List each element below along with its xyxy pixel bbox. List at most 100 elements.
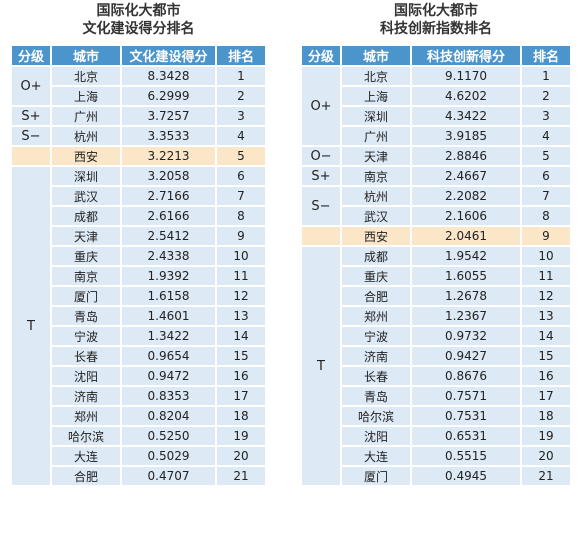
score-cell: 2.1606 xyxy=(410,205,522,227)
city-cell: 宁波 xyxy=(340,325,412,347)
city-cell: 上海 xyxy=(340,85,412,107)
score-cell: 2.6166 xyxy=(120,205,217,227)
grade-cell xyxy=(300,225,342,247)
data-row: O+ 北京 8.3428 1 xyxy=(10,65,267,107)
rank-cell: 7 xyxy=(215,185,267,207)
data-row: 宁波 0.9732 14 xyxy=(301,325,572,347)
rank-cell: 4 xyxy=(520,125,572,147)
title-line: 国际化大都市 xyxy=(96,3,181,19)
grade-cell: S− xyxy=(10,125,52,147)
city-cell: 北京 xyxy=(50,65,122,87)
data-row: 重庆 1.6055 11 xyxy=(301,265,572,287)
rank-cell: 7 xyxy=(520,185,572,207)
rank-cell: 5 xyxy=(520,145,572,167)
city-cell: 大连 xyxy=(50,445,122,467)
score-cell: 8.3428 xyxy=(120,65,217,87)
rank-cell: 6 xyxy=(520,165,572,187)
data-row: 深圳 4.3422 3 xyxy=(301,105,572,127)
score-cell: 0.8676 xyxy=(410,365,522,387)
header-cell: 文化建设得分 xyxy=(120,44,217,67)
city-cell: 重庆 xyxy=(340,265,412,287)
city-cell: 青岛 xyxy=(340,385,412,407)
city-cell: 武汉 xyxy=(50,185,122,207)
city-cell: 长春 xyxy=(50,345,122,367)
table-block: 国际化大都市 文化建设得分排名 分级 城市 文化建设得分 排名 O+ 北京 8.3428 1 上海 6… xyxy=(10,2,267,487)
city-cell: 合肥 xyxy=(340,285,412,307)
data-row: 济南 0.9427 15 xyxy=(301,345,572,367)
data-row: T 深圳 3.2058 6 xyxy=(10,165,267,487)
score-cell: 1.2678 xyxy=(410,285,522,307)
rank-cell: 4 xyxy=(215,125,267,147)
rank-cell: 18 xyxy=(520,405,572,427)
rank-cell: 18 xyxy=(215,405,267,427)
grade-cell: S+ xyxy=(10,105,52,127)
city-cell: 宁波 xyxy=(50,325,122,347)
score-cell: 2.0461 xyxy=(410,225,522,247)
header-cell: 分级 xyxy=(10,44,52,67)
data-row: 天津 2.5412 9 xyxy=(11,225,267,247)
rank-cell: 9 xyxy=(215,225,267,247)
score-cell: 1.2367 xyxy=(410,305,522,327)
rank-cell: 14 xyxy=(520,325,572,347)
title-line: 国际化大都市 xyxy=(394,3,478,19)
city-cell: 天津 xyxy=(50,225,122,247)
rank-cell: 20 xyxy=(215,445,267,467)
score-cell: 0.7531 xyxy=(410,405,522,427)
score-cell: 0.9732 xyxy=(410,325,522,347)
data-row: 宁波 1.3422 14 xyxy=(11,325,267,347)
score-cell: 1.4601 xyxy=(120,305,217,327)
data-row: 厦门 0.4945 21 xyxy=(301,465,572,487)
score-cell: 0.4945 xyxy=(410,465,522,487)
data-row: 合肥 1.2678 12 xyxy=(301,285,572,307)
data-row: O+ 北京 9.1170 1 xyxy=(300,65,572,147)
city-cell: 南京 xyxy=(340,165,412,187)
city-cell: 大连 xyxy=(340,445,412,467)
score-cell: 4.3422 xyxy=(410,105,522,127)
rank-cell: 15 xyxy=(520,345,572,367)
city-cell: 哈尔滨 xyxy=(340,405,412,427)
score-cell: 3.2213 xyxy=(120,145,217,167)
city-cell: 西安 xyxy=(340,225,412,247)
title-line: 科技创新指数排名 xyxy=(380,21,492,37)
score-cell: 0.9427 xyxy=(410,345,522,367)
score-cell: 2.8846 xyxy=(410,145,522,167)
table-title: 国际化大都市 科技创新指数排名 xyxy=(300,2,572,44)
rank-cell: 19 xyxy=(215,425,267,447)
header-cell: 城市 xyxy=(50,44,122,67)
data-row: 厦门 1.6158 12 xyxy=(11,285,267,307)
grade-cell: O− xyxy=(300,145,342,167)
data-row: 上海 4.6202 2 xyxy=(301,85,572,107)
data-row: T 成都 1.9542 10 xyxy=(300,245,572,487)
rank-cell: 2 xyxy=(520,85,572,107)
city-cell: 长春 xyxy=(340,365,412,387)
data-row: 成都 2.6166 8 xyxy=(11,205,267,227)
score-cell: 9.1170 xyxy=(410,65,522,87)
score-cell: 0.8204 xyxy=(120,405,217,427)
city-cell: 合肥 xyxy=(50,465,122,487)
score-cell: 0.5515 xyxy=(410,445,522,467)
data-row: S+ 广州 3.7257 3 xyxy=(10,105,267,127)
rank-cell: 16 xyxy=(520,365,572,387)
data-row: 哈尔滨 0.5250 19 xyxy=(11,425,267,447)
score-cell: 2.4338 xyxy=(120,245,217,267)
city-cell: 沈阳 xyxy=(50,365,122,387)
score-cell: 2.4667 xyxy=(410,165,522,187)
score-cell: 6.2999 xyxy=(120,85,217,107)
score-cell: 0.9472 xyxy=(120,365,217,387)
rank-cell: 6 xyxy=(215,165,267,187)
score-cell: 1.9542 xyxy=(410,245,522,267)
data-row: S− 杭州 3.3533 4 xyxy=(10,125,267,147)
rank-cell: 1 xyxy=(520,65,572,87)
city-cell: 济南 xyxy=(50,385,122,407)
city-cell: 杭州 xyxy=(50,125,122,147)
grade-cell: T xyxy=(10,165,52,487)
score-cell: 0.5250 xyxy=(120,425,217,447)
data-row: 沈阳 0.9472 16 xyxy=(11,365,267,387)
rank-cell: 10 xyxy=(215,245,267,267)
data-row: 长春 0.8676 16 xyxy=(301,365,572,387)
rank-cell: 16 xyxy=(215,365,267,387)
city-cell: 成都 xyxy=(50,205,122,227)
table-block: 国际化大都市 科技创新指数排名 分级 城市 科技创新得分 排名 O+ 北京 9.1170 1 上海 4… xyxy=(300,2,572,487)
city-cell: 南京 xyxy=(50,265,122,287)
